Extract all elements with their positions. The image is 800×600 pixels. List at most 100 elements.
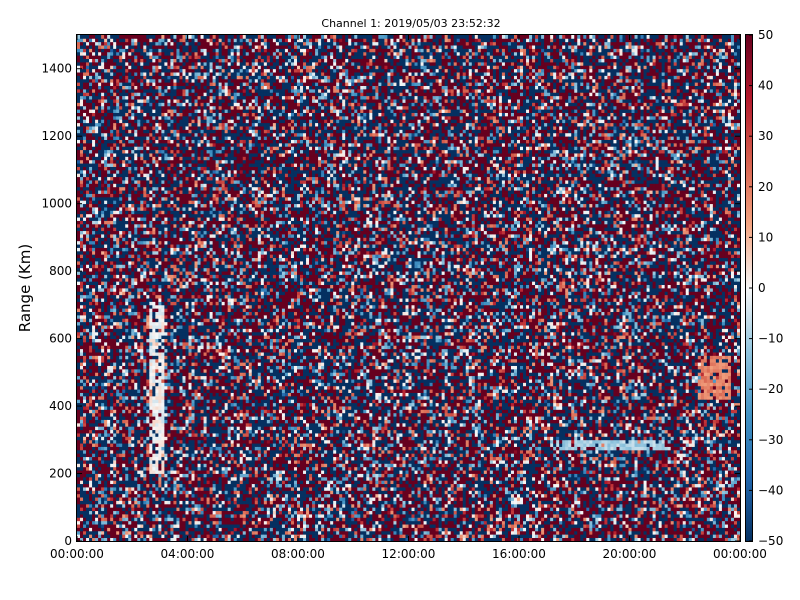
heatmap-cell (113, 460, 117, 464)
heatmap-cell (137, 338, 141, 343)
heatmap-cell (113, 429, 117, 434)
heatmap-cell (110, 497, 114, 501)
heatmap-cell (92, 362, 96, 366)
heatmap-cell (128, 102, 132, 107)
heatmap-cell (134, 277, 138, 282)
heatmap-cell (146, 126, 150, 130)
heatmap-cell (89, 156, 93, 161)
heatmap-cell (152, 355, 156, 360)
heatmap-cell (125, 358, 129, 363)
heatmap-cell (122, 41, 126, 46)
heatmap-cell (152, 510, 156, 515)
heatmap-cell (101, 385, 105, 390)
heatmap-cell (125, 436, 129, 441)
heatmap-cell (113, 126, 117, 130)
heatmap-cell (95, 436, 99, 441)
heatmap-cell (167, 207, 171, 211)
heatmap-cell (140, 196, 144, 201)
heatmap-cell (143, 173, 147, 178)
heatmap-cell (110, 514, 114, 518)
heatmap-cell (98, 449, 102, 454)
heatmap-cell (158, 379, 162, 383)
heatmap-cell (107, 507, 111, 512)
heatmap-cell (173, 277, 177, 282)
heatmap-cell (116, 261, 120, 265)
heatmap-cell (140, 436, 144, 441)
heatmap-cell (98, 480, 102, 485)
heatmap-cell (146, 277, 150, 282)
heatmap-cell (137, 237, 141, 242)
heatmap-cell (122, 274, 126, 279)
heatmap-cell (131, 389, 135, 393)
heatmap-cell (125, 456, 129, 461)
heatmap-cell (164, 203, 168, 208)
heatmap-cell (83, 406, 87, 410)
heatmap-cell (167, 527, 171, 532)
heatmap-cell (122, 217, 126, 221)
heatmap-cell (125, 389, 129, 393)
heatmap-cell (137, 449, 141, 454)
heatmap-cell (107, 470, 111, 474)
heatmap-cell (104, 446, 108, 451)
heatmap-cell (140, 365, 144, 370)
heatmap-cell (101, 210, 105, 215)
heatmap-cell (104, 72, 108, 76)
heatmap-cell (83, 298, 87, 302)
heatmap-cell (86, 146, 90, 151)
heatmap-cell (152, 537, 156, 542)
heatmap-cell (128, 254, 132, 259)
heatmap-cell (146, 294, 150, 299)
heatmap-cell (116, 186, 120, 191)
heatmap-cell (131, 483, 135, 488)
heatmap-cell (161, 58, 165, 63)
heatmap-cell (101, 490, 105, 495)
heatmap-cell (89, 277, 93, 282)
heatmap-cell (107, 203, 111, 208)
heatmap-cell (83, 480, 87, 485)
heatmap-cell (167, 132, 171, 137)
heatmap-cell (155, 61, 159, 66)
heatmap-cell (95, 446, 99, 451)
heatmap-cell (152, 102, 156, 107)
heatmap-cell (149, 493, 153, 498)
heatmap-cell (173, 318, 177, 323)
heatmap-cell (134, 382, 138, 387)
heatmap-cell (86, 365, 90, 370)
heatmap-cell (89, 449, 93, 454)
heatmap-cell (137, 493, 141, 498)
heatmap-cell (143, 102, 147, 107)
heatmap-cell (125, 166, 129, 171)
heatmap-cell (140, 244, 144, 248)
heatmap-cell (164, 99, 168, 103)
heatmap-cell (167, 382, 171, 387)
heatmap-cell (80, 443, 84, 447)
heatmap-cell (80, 449, 84, 454)
heatmap-cell (98, 308, 102, 313)
heatmap-cell (86, 406, 90, 410)
heatmap-cell (98, 375, 102, 380)
heatmap-cell (101, 443, 105, 447)
heatmap-cell (125, 149, 129, 154)
heatmap-cell (143, 264, 147, 269)
heatmap-cell (119, 35, 123, 39)
heatmap-cell (98, 82, 102, 86)
heatmap-cell (113, 476, 117, 481)
heatmap-cell (161, 497, 165, 501)
heatmap-cell (80, 362, 84, 366)
heatmap-cell (137, 308, 141, 313)
heatmap-cell (161, 153, 165, 157)
heatmap-cell (92, 291, 96, 296)
heatmap-cell (161, 503, 165, 508)
heatmap-cell (80, 271, 84, 275)
heatmap-cell (110, 406, 114, 410)
heatmap-cell (131, 132, 135, 137)
heatmap-cell (137, 412, 141, 417)
heatmap-cell (83, 213, 87, 218)
heatmap-cell (113, 456, 117, 461)
heatmap-cell (95, 480, 99, 485)
heatmap-cell (167, 115, 171, 120)
heatmap-cell (131, 422, 135, 427)
heatmap-cell (155, 190, 159, 194)
heatmap-cell (143, 45, 147, 49)
heatmap-cell (161, 385, 165, 390)
